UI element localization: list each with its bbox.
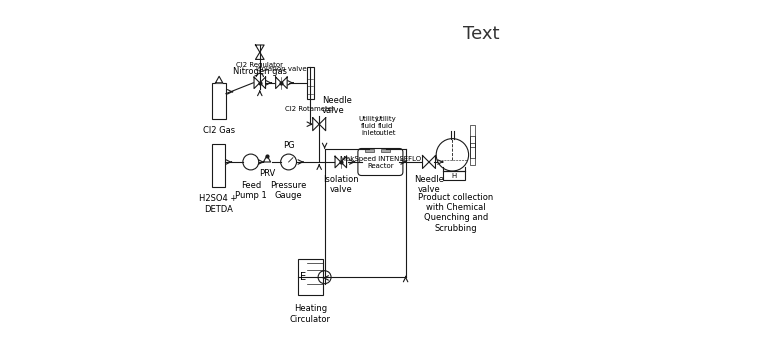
Polygon shape — [216, 76, 223, 83]
Bar — [211, 144, 225, 187]
Text: Heating
Circulator: Heating Circulator — [290, 304, 331, 324]
Text: Isolation
valve: Isolation valve — [323, 175, 359, 194]
Text: Cl2 Rotameter: Cl2 Rotameter — [285, 106, 335, 112]
Text: PRV: PRV — [259, 169, 275, 178]
Bar — [470, 136, 475, 158]
Text: Utility
fluid
outlet: Utility fluid outlet — [376, 116, 396, 136]
Bar — [298, 259, 323, 295]
Text: E: E — [300, 272, 306, 282]
Bar — [365, 149, 374, 152]
Text: Cl2 Gas: Cl2 Gas — [203, 126, 235, 135]
Bar — [470, 143, 475, 165]
Text: Text: Text — [463, 25, 499, 43]
Bar — [212, 83, 226, 119]
Text: Feed
Pump 1: Feed Pump 1 — [235, 181, 266, 200]
Text: H: H — [452, 172, 457, 179]
Bar — [306, 67, 314, 99]
Text: Utility
fluid
inlet: Utility fluid inlet — [359, 116, 379, 136]
Text: Needle
valve: Needle valve — [322, 96, 352, 115]
Text: Isolation valve: Isolation valve — [256, 66, 306, 72]
Text: Nitrogen gas: Nitrogen gas — [233, 67, 286, 76]
Text: Pressure
Gauge: Pressure Gauge — [270, 181, 306, 200]
Text: H2SO4 +
DETDA: H2SO4 + DETDA — [199, 194, 237, 214]
Text: MakSpeed INTENSEFLO
Reactor: MakSpeed INTENSEFLO Reactor — [339, 156, 421, 168]
Text: Needle
valve: Needle valve — [414, 175, 444, 194]
Text: PG: PG — [283, 141, 294, 150]
Bar — [470, 125, 475, 147]
Text: Cl2 Regulator: Cl2 Regulator — [237, 62, 283, 68]
Bar — [381, 149, 390, 152]
Bar — [443, 171, 465, 180]
Text: Product collection
with Chemical
Quenching and
Scrubbing: Product collection with Chemical Quenchi… — [419, 193, 494, 233]
